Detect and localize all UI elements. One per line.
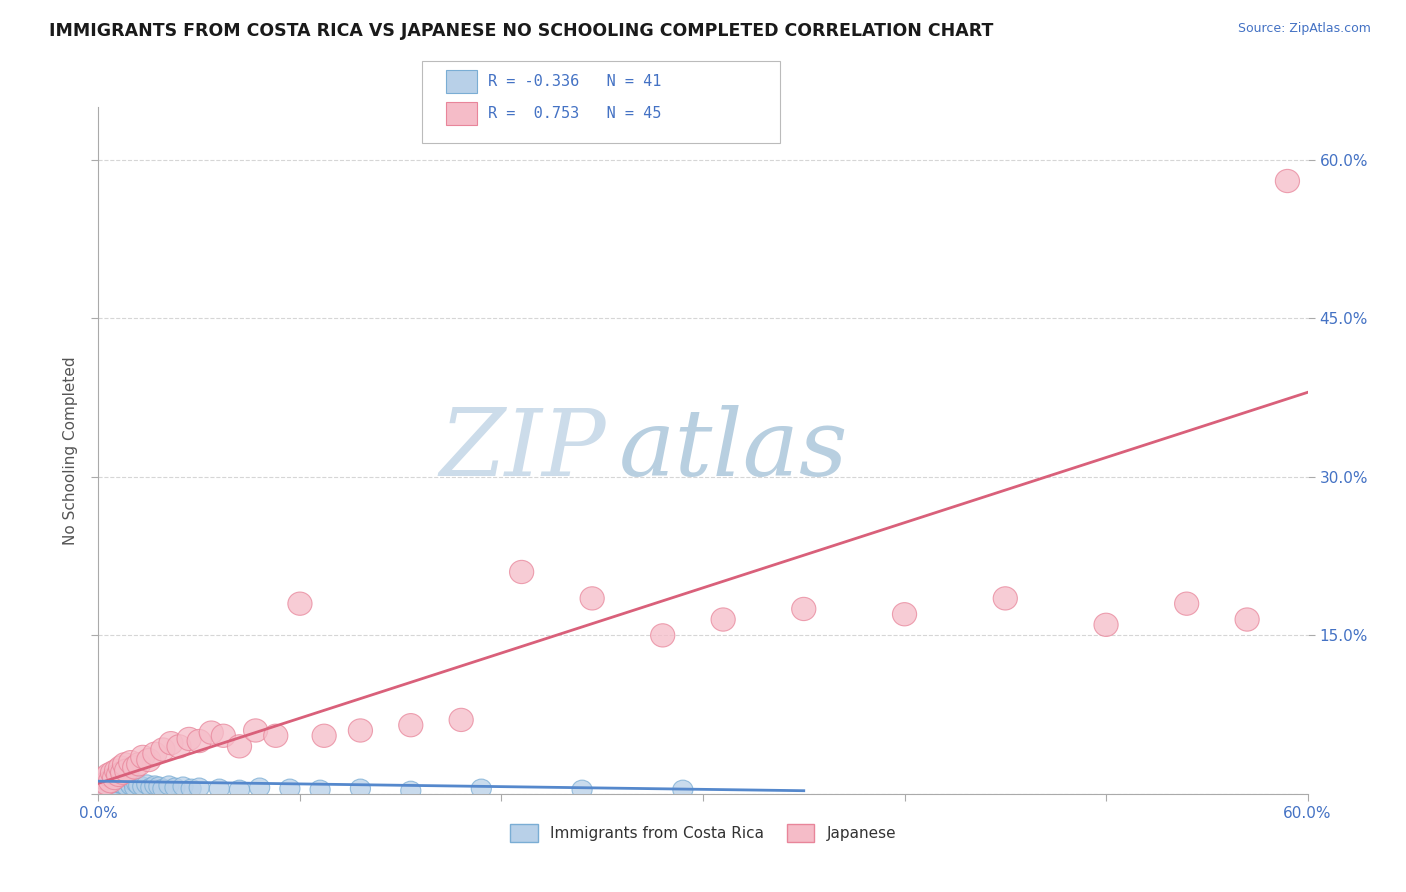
Ellipse shape	[312, 724, 336, 747]
Ellipse shape	[127, 753, 150, 776]
Ellipse shape	[651, 624, 675, 647]
Ellipse shape	[228, 735, 252, 758]
Text: R = -0.336   N = 41: R = -0.336 N = 41	[488, 74, 661, 89]
Ellipse shape	[97, 764, 121, 787]
Ellipse shape	[136, 748, 160, 772]
Ellipse shape	[103, 776, 122, 795]
Ellipse shape	[118, 772, 139, 792]
Ellipse shape	[98, 773, 118, 793]
Ellipse shape	[993, 587, 1018, 610]
Ellipse shape	[211, 724, 235, 747]
Ellipse shape	[131, 746, 155, 769]
Ellipse shape	[149, 777, 169, 796]
Ellipse shape	[288, 592, 312, 615]
Ellipse shape	[1174, 592, 1199, 615]
Ellipse shape	[143, 742, 167, 765]
Ellipse shape	[122, 756, 146, 779]
Ellipse shape	[114, 771, 135, 789]
Ellipse shape	[673, 780, 693, 799]
Ellipse shape	[349, 719, 373, 742]
Ellipse shape	[121, 776, 141, 795]
Ellipse shape	[111, 769, 131, 788]
Ellipse shape	[104, 759, 129, 782]
Ellipse shape	[93, 766, 117, 789]
Ellipse shape	[792, 598, 815, 621]
Ellipse shape	[449, 708, 474, 731]
Ellipse shape	[117, 777, 136, 796]
Ellipse shape	[112, 775, 132, 794]
Text: R =  0.753   N = 45: R = 0.753 N = 45	[488, 106, 661, 121]
Ellipse shape	[1275, 169, 1299, 193]
Ellipse shape	[581, 587, 605, 610]
Ellipse shape	[129, 776, 149, 795]
Ellipse shape	[181, 779, 201, 798]
Ellipse shape	[111, 761, 135, 784]
Ellipse shape	[187, 730, 211, 753]
Ellipse shape	[280, 779, 299, 798]
Text: Source: ZipAtlas.com: Source: ZipAtlas.com	[1237, 22, 1371, 36]
Ellipse shape	[127, 773, 146, 793]
Ellipse shape	[471, 779, 492, 798]
Ellipse shape	[572, 780, 592, 799]
Ellipse shape	[104, 772, 125, 790]
Ellipse shape	[893, 603, 917, 626]
Y-axis label: No Schooling Completed: No Schooling Completed	[63, 356, 79, 545]
Ellipse shape	[190, 778, 209, 797]
Ellipse shape	[145, 776, 165, 795]
Ellipse shape	[97, 778, 117, 797]
Ellipse shape	[250, 778, 270, 797]
Text: atlas: atlas	[619, 406, 848, 495]
Legend: Immigrants from Costa Rica, Japanese: Immigrants from Costa Rica, Japanese	[503, 818, 903, 848]
Ellipse shape	[509, 560, 534, 583]
Ellipse shape	[98, 769, 118, 788]
Ellipse shape	[112, 753, 136, 776]
Ellipse shape	[93, 776, 112, 795]
Ellipse shape	[711, 608, 735, 632]
Ellipse shape	[229, 780, 250, 799]
Ellipse shape	[159, 731, 183, 755]
Ellipse shape	[150, 738, 174, 761]
Ellipse shape	[141, 778, 160, 797]
Ellipse shape	[165, 778, 186, 797]
Ellipse shape	[209, 779, 229, 798]
Ellipse shape	[122, 772, 143, 790]
Ellipse shape	[108, 756, 132, 779]
Ellipse shape	[399, 714, 423, 737]
Text: ZIP: ZIP	[440, 406, 606, 495]
Ellipse shape	[100, 765, 121, 784]
Ellipse shape	[311, 780, 330, 799]
Ellipse shape	[125, 778, 145, 797]
Ellipse shape	[136, 775, 157, 794]
Ellipse shape	[173, 777, 193, 796]
Ellipse shape	[132, 777, 153, 796]
Ellipse shape	[118, 750, 143, 773]
Ellipse shape	[107, 764, 131, 787]
Ellipse shape	[200, 721, 224, 744]
Ellipse shape	[103, 766, 127, 789]
Ellipse shape	[159, 776, 179, 795]
Ellipse shape	[264, 724, 288, 747]
Ellipse shape	[167, 735, 191, 758]
Ellipse shape	[98, 770, 122, 793]
Ellipse shape	[94, 772, 114, 790]
Ellipse shape	[114, 759, 139, 782]
Ellipse shape	[153, 779, 173, 798]
Text: IMMIGRANTS FROM COSTA RICA VS JAPANESE NO SCHOOLING COMPLETED CORRELATION CHART: IMMIGRANTS FROM COSTA RICA VS JAPANESE N…	[49, 22, 994, 40]
Ellipse shape	[94, 772, 118, 795]
Ellipse shape	[108, 773, 129, 793]
Ellipse shape	[1234, 608, 1260, 632]
Ellipse shape	[107, 777, 127, 796]
Ellipse shape	[90, 773, 114, 797]
Ellipse shape	[100, 761, 125, 784]
Ellipse shape	[243, 719, 267, 742]
Ellipse shape	[350, 779, 371, 798]
Ellipse shape	[177, 727, 201, 750]
Ellipse shape	[401, 781, 420, 800]
Ellipse shape	[1094, 613, 1118, 636]
